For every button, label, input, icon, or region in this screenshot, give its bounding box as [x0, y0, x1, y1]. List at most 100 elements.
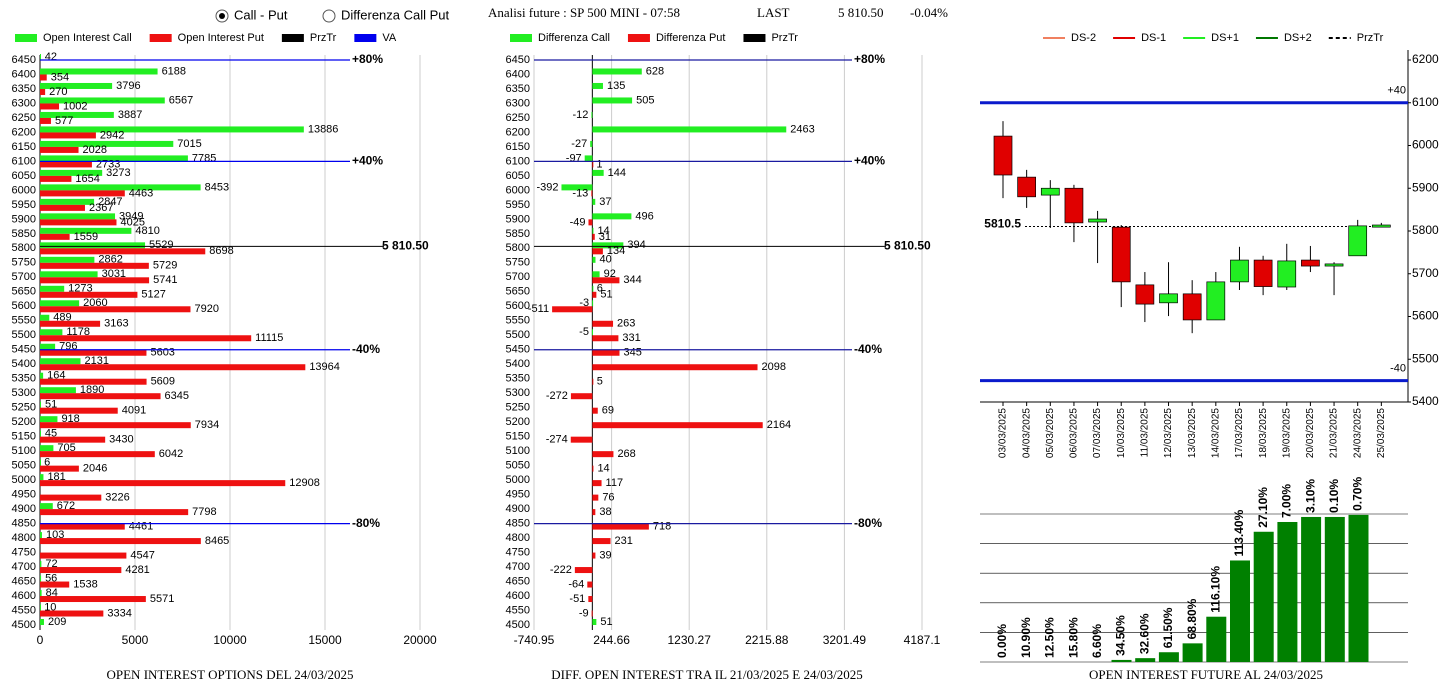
bar [40, 378, 147, 385]
price-label: 5810.5 [984, 217, 1021, 231]
bar [591, 111, 593, 118]
value-label: 268 [617, 448, 635, 460]
value-label: 84 [46, 587, 58, 599]
value-label: 6567 [169, 94, 193, 106]
x-tick-label: 06/03/2025 [1069, 408, 1080, 458]
value-label: 45 [45, 428, 57, 440]
bar [40, 523, 125, 530]
radio-call-put[interactable]: Call - Put [215, 7, 288, 23]
bar [40, 271, 98, 278]
radio-label[interactable]: Differenza Call Put [341, 7, 450, 22]
bar [40, 74, 47, 81]
candle-body [1324, 263, 1344, 267]
bar [1301, 516, 1322, 662]
candle-body [1206, 281, 1226, 321]
candle-body [1135, 284, 1155, 305]
value-label: 14 [597, 463, 609, 475]
bar [40, 393, 161, 400]
level-label: +40% [352, 154, 383, 168]
bar [592, 407, 598, 414]
value-label: -511 [528, 303, 549, 315]
level-label: +80% [854, 52, 885, 66]
legend-label: DS-2 [1071, 32, 1096, 44]
x-tick-label: 3201.49 [823, 633, 867, 647]
value-label: 4025 [120, 216, 144, 228]
value-label: 3226 [105, 492, 129, 504]
bar [592, 619, 597, 625]
category-label: 5450 [12, 344, 36, 356]
bar-annotation: 0.10% [1327, 479, 1341, 513]
radio-label[interactable]: Call - Put [234, 7, 288, 22]
bar [592, 271, 600, 278]
x-tick-label: 1230.27 [668, 633, 712, 647]
category-label: 6000 [12, 184, 36, 196]
category-label: 5200 [12, 416, 36, 428]
bar [40, 343, 56, 350]
category-label: 5550 [12, 315, 36, 327]
value-label: 144 [608, 167, 626, 179]
value-label: 92 [604, 268, 616, 280]
x-tick-label: 24/03/2025 [1352, 408, 1363, 458]
value-label: 5741 [153, 274, 177, 286]
category-label: 4500 [506, 619, 530, 631]
legend-label: PrzTr [1357, 32, 1384, 44]
value-label: 164 [47, 370, 65, 382]
bar [1230, 560, 1250, 662]
level-label: -40% [854, 342, 882, 356]
bar [40, 68, 158, 75]
bar [40, 161, 92, 168]
bar-annotation: 7.00% [1280, 484, 1294, 518]
bar [40, 445, 54, 452]
category-label: 6100 [506, 155, 530, 167]
legend-label: VA [382, 32, 397, 44]
category-label: 5400 [506, 358, 530, 370]
value-label: -392 [536, 181, 558, 193]
bar [592, 248, 603, 255]
x-tick-label: 15000 [308, 633, 342, 647]
legend-label: Differenza Call [538, 32, 610, 44]
bar [592, 300, 594, 307]
bar [592, 552, 596, 559]
bar [40, 387, 76, 394]
bar [40, 169, 103, 176]
radio[interactable] [322, 9, 336, 23]
value-label: 4547 [130, 549, 154, 561]
bar-annotation: 0.00% [995, 624, 1009, 658]
bar [40, 604, 41, 611]
value-label: 7920 [194, 303, 218, 315]
value-label: 11115 [255, 332, 283, 344]
y-tick-label: 5800 [1412, 223, 1439, 237]
bar [40, 184, 201, 191]
x-tick-label: 17/03/2025 [1234, 408, 1245, 458]
bar [592, 291, 597, 298]
value-label: 1538 [73, 578, 97, 590]
category-label: 5100 [12, 445, 36, 457]
value-label: 394 [627, 239, 645, 251]
category-label: 5000 [506, 474, 530, 486]
bar [592, 509, 596, 516]
radio-diff[interactable]: Differenza Call Put [322, 7, 450, 23]
value-label: 2367 [89, 202, 113, 214]
value-label: 3949 [119, 210, 143, 222]
category-label: 4900 [12, 503, 36, 515]
value-label: 3273 [106, 167, 130, 179]
category-label: 5750 [12, 257, 36, 269]
value-label: 5127 [141, 289, 165, 301]
bar [40, 285, 65, 292]
bar [40, 132, 96, 139]
candle-body [1277, 260, 1297, 288]
value-label: 6 [597, 283, 603, 295]
value-label: 2733 [96, 158, 120, 170]
category-label: 6200 [506, 126, 530, 138]
value-label: 718 [653, 520, 671, 532]
category-label: 5650 [12, 286, 36, 298]
bar [40, 82, 113, 89]
change: -0.04% [910, 5, 948, 20]
value-label: 7798 [192, 506, 216, 518]
bar [40, 198, 95, 205]
category-label: 5650 [506, 286, 530, 298]
candle-body [1371, 224, 1391, 228]
price-label: 5 810.50 [884, 239, 931, 253]
value-label: -64 [568, 578, 584, 590]
